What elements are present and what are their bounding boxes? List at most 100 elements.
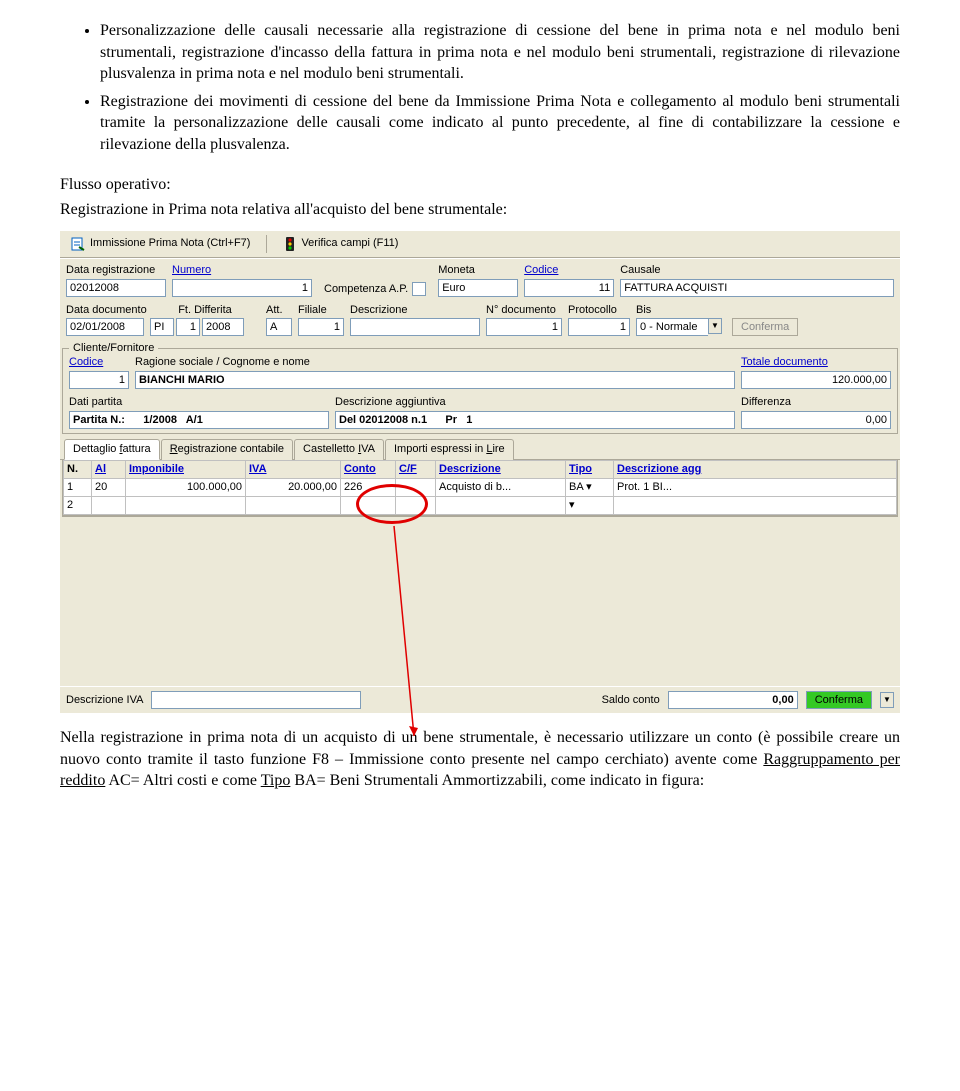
- label-descrizione: Descrizione: [350, 303, 480, 318]
- flow-heading: Flusso operativo:: [60, 174, 900, 196]
- bullet-list: Personalizzazione delle causali necessar…: [60, 20, 900, 156]
- toolbar: Immissione Prima Nota (Ctrl+F7) Verifica…: [60, 230, 900, 258]
- chevron-down-icon[interactable]: ▼: [880, 692, 894, 708]
- competenza-checkbox[interactable]: [412, 282, 426, 296]
- ragione-sociale-input[interactable]: [135, 371, 735, 389]
- label-ragione-sociale: Ragione sociale / Cognome e nome: [135, 355, 735, 370]
- data-documento-input[interactable]: [66, 318, 144, 336]
- cell[interactable]: [92, 496, 126, 514]
- cell[interactable]: [396, 496, 436, 514]
- label-differenza: Differenza: [741, 395, 891, 410]
- ndocumento-input[interactable]: [486, 318, 562, 336]
- label-codice[interactable]: Codice: [524, 263, 614, 278]
- col-desc-agg[interactable]: Descrizione agg: [614, 460, 897, 478]
- toolbar-label: Immissione Prima Nota (Ctrl+F7): [90, 236, 250, 251]
- chevron-down-icon[interactable]: ▼: [708, 318, 722, 334]
- tab-strip: Dettaglio fattura Registrazione contabil…: [60, 438, 900, 460]
- cell[interactable]: [246, 496, 341, 514]
- moneta-input[interactable]: [438, 279, 518, 297]
- label-dati-partita: Dati partita: [69, 395, 329, 410]
- cell[interactable]: 100.000,00: [126, 478, 246, 496]
- col-iva[interactable]: IVA: [246, 460, 341, 478]
- table-row[interactable]: 1 20 100.000,00 20.000,00 226 Acquisto d…: [64, 478, 897, 496]
- label-numero[interactable]: Numero: [172, 263, 312, 278]
- tab-dettaglio-fattura[interactable]: Dettaglio fattura: [64, 439, 160, 460]
- immissione-prima-nota-button[interactable]: Immissione Prima Nota (Ctrl+F7): [66, 234, 254, 254]
- flow-line: Registrazione in Prima nota relativa all…: [60, 199, 900, 221]
- filiale-input[interactable]: [298, 318, 344, 336]
- pi-input[interactable]: [150, 318, 174, 336]
- partita-input[interactable]: [69, 411, 329, 429]
- toolbar-divider: [266, 235, 267, 253]
- bullet-item: Personalizzazione delle causali necessar…: [100, 20, 900, 85]
- tab-importi-lire[interactable]: Importi espressi in Lire: [385, 439, 514, 460]
- bis-select[interactable]: [636, 318, 708, 336]
- grid-empty-area: [62, 516, 898, 686]
- col-n[interactable]: N.: [64, 460, 92, 478]
- causale-input[interactable]: [620, 279, 894, 297]
- saldo-conto-input[interactable]: [668, 691, 798, 709]
- totale-documento-input[interactable]: [741, 371, 891, 389]
- label-ndocumento: N° documento: [486, 303, 562, 318]
- dettaglio-fattura-grid[interactable]: N. Al Imponibile IVA Conto C/F Descrizio…: [63, 460, 897, 515]
- descrizione-iva-input[interactable]: [151, 691, 361, 709]
- app-window: Immissione Prima Nota (Ctrl+F7) Verifica…: [60, 229, 900, 713]
- label-codice-cliente[interactable]: Codice: [69, 355, 129, 370]
- numero-input[interactable]: [172, 279, 312, 297]
- cell[interactable]: [126, 496, 246, 514]
- tab-castelletto-iva[interactable]: Castelletto IVA: [294, 439, 384, 460]
- traffic-light-icon: [283, 236, 297, 252]
- col-imponibile[interactable]: Imponibile: [126, 460, 246, 478]
- conferma-button[interactable]: Conferma: [732, 318, 798, 336]
- label-descrizione-aggiuntiva: Descrizione aggiuntiva: [335, 395, 735, 410]
- conferma-button-footer[interactable]: Conferma: [806, 691, 872, 709]
- label-causale: Causale: [620, 263, 894, 278]
- cell[interactable]: Prot. 1 BI...: [614, 478, 897, 496]
- cell[interactable]: Acquisto di b...: [436, 478, 566, 496]
- ft-n1-input[interactable]: [176, 318, 200, 336]
- label-ft-differita: Ft. Differita: [150, 303, 260, 318]
- ft-n2-input[interactable]: [202, 318, 244, 336]
- codice-cliente-input[interactable]: [69, 371, 129, 389]
- label-totale-documento[interactable]: Totale documento: [741, 355, 891, 370]
- data-registrazione-input[interactable]: [66, 279, 166, 297]
- label-data-registrazione: Data registrazione: [66, 263, 166, 278]
- descrizione-aggiuntiva-input[interactable]: [335, 411, 735, 429]
- col-cf[interactable]: C/F: [396, 460, 436, 478]
- cell[interactable]: ▾: [566, 496, 614, 514]
- legend-cliente-fornitore: Cliente/Fornitore: [69, 341, 158, 356]
- cell[interactable]: [614, 496, 897, 514]
- descrizione-input[interactable]: [350, 318, 480, 336]
- footer-paragraph: Nella registrazione in prima nota di un …: [60, 727, 900, 792]
- cell[interactable]: [341, 496, 396, 514]
- label-bis: Bis: [636, 303, 726, 318]
- label-saldo-conto: Saldo conto: [602, 693, 660, 708]
- protocollo-input[interactable]: [568, 318, 630, 336]
- bullet-item: Registrazione dei movimenti di cessione …: [100, 91, 900, 156]
- tab-registrazione-contabile[interactable]: Registrazione contabile: [161, 439, 293, 460]
- toolbar-label: Verifica campi (F11): [301, 236, 398, 251]
- differenza-input[interactable]: [741, 411, 891, 429]
- cliente-fornitore-group: Cliente/Fornitore Codice Ragione sociale…: [62, 348, 898, 434]
- label-descrizione-iva: Descrizione IVA: [66, 693, 143, 708]
- col-descrizione[interactable]: Descrizione: [436, 460, 566, 478]
- col-al[interactable]: Al: [92, 460, 126, 478]
- verifica-campi-button[interactable]: Verifica campi (F11): [279, 234, 402, 254]
- cell[interactable]: [436, 496, 566, 514]
- att-input[interactable]: [266, 318, 292, 336]
- footer-bar: Descrizione IVA Saldo conto Conferma ▼: [60, 686, 900, 713]
- cell-conto[interactable]: 226: [341, 478, 396, 496]
- cell[interactable]: BA ▾: [566, 478, 614, 496]
- cell[interactable]: 1: [64, 478, 92, 496]
- cell[interactable]: [396, 478, 436, 496]
- col-conto[interactable]: Conto: [341, 460, 396, 478]
- label-data-documento: Data documento: [66, 303, 144, 318]
- codice-input[interactable]: [524, 279, 614, 297]
- label-competenza: Competenza A.P.: [324, 282, 408, 297]
- cell[interactable]: 20: [92, 478, 126, 496]
- cell[interactable]: 20.000,00: [246, 478, 341, 496]
- label-att: Att.: [266, 303, 292, 318]
- col-tipo[interactable]: Tipo: [566, 460, 614, 478]
- table-row[interactable]: 2 ▾: [64, 496, 897, 514]
- cell[interactable]: 2: [64, 496, 92, 514]
